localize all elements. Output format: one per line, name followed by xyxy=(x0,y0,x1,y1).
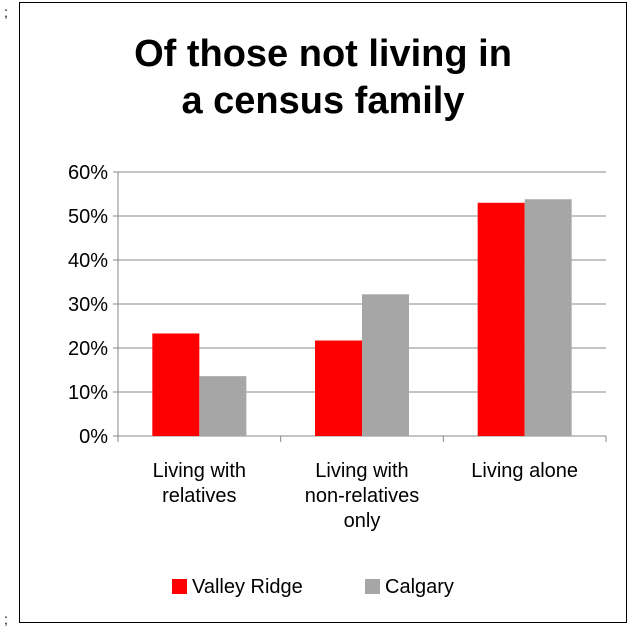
x-tick-label-line: relatives xyxy=(162,485,236,507)
chart-title-line-1: Of those not living in xyxy=(134,33,512,75)
bar-calgary xyxy=(362,294,409,436)
chart-frame: Of those not living in a census family 0… xyxy=(19,2,627,623)
bar-valley-ridge xyxy=(477,202,525,436)
x-tick-label-line: only xyxy=(344,510,381,532)
legend-swatch xyxy=(365,579,380,594)
legend-swatch xyxy=(172,579,187,594)
y-tick-label: 30% xyxy=(68,294,108,316)
legend-label: Calgary xyxy=(385,576,454,598)
x-tick-label-line: Living with xyxy=(153,460,246,482)
x-tick-label: Living with relatives xyxy=(153,460,246,507)
x-tick-label: Living with non-relatives only xyxy=(305,460,420,532)
bar-calgary xyxy=(199,376,247,436)
y-tick-label: 60% xyxy=(68,162,108,184)
x-tick-label-line: Living alone xyxy=(471,460,578,482)
y-tick-label: 0% xyxy=(79,426,108,448)
y-tick-label: 10% xyxy=(68,382,108,404)
legend-label: Valley Ridge xyxy=(192,576,303,598)
x-tick-label: Living alone xyxy=(471,460,578,482)
x-tick-label-line: Living with xyxy=(315,460,408,482)
edge-mark-bottom: ; xyxy=(4,611,8,627)
bar-calgary xyxy=(524,199,572,436)
edge-mark-top: ; xyxy=(4,4,8,20)
chart-title: Of those not living in a census family xyxy=(20,31,626,125)
x-tick-label-line: non-relatives xyxy=(305,485,420,507)
bar-chart: 0% 10% 20% 30% 40% 50% 60% Living with relatives… xyxy=(68,162,607,598)
chart-title-line-2: a census family xyxy=(181,80,465,122)
bar-valley-ridge xyxy=(152,333,200,436)
bar-valley-ridge xyxy=(315,340,362,436)
y-tick-label: 20% xyxy=(68,338,108,360)
y-tick-label: 50% xyxy=(68,206,108,228)
y-tick-label: 40% xyxy=(68,250,108,272)
